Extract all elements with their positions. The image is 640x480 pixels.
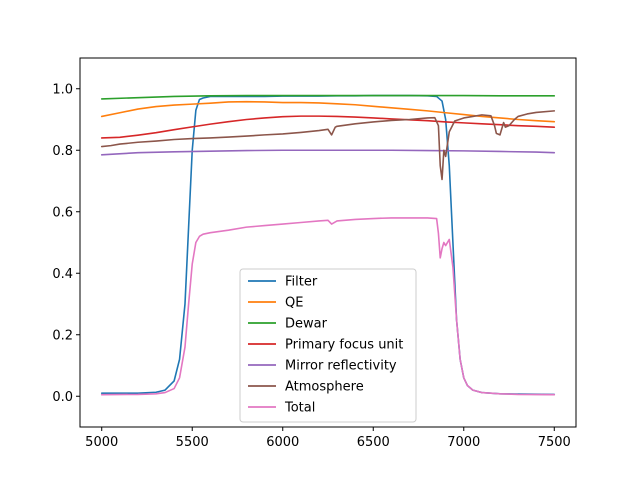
y-tick-label: 1.0 [52, 82, 73, 97]
y-axis: 0.0 0.2 0.4 0.6 0.8 1.0 [52, 82, 80, 405]
legend-box [239, 268, 417, 423]
legend-label-total: Total [284, 401, 315, 416]
series-line-dewar [100, 94, 556, 100]
x-tick-label: 5000 [85, 435, 118, 450]
x-tick-label: 6000 [266, 435, 299, 450]
legend-label-dewar: Dewar [285, 317, 328, 332]
legend-label-primary-focus-unit: Primary focus unit [285, 338, 403, 353]
x-tick-label: 5500 [176, 435, 209, 450]
legend: Filter QE Dewar Primary focus unit Mirror re… [239, 268, 417, 423]
legend-label-atmosphere: Atmosphere [285, 380, 364, 395]
legend-label-filter: Filter [285, 275, 318, 290]
series-line-primary-focus-unit [100, 115, 556, 139]
plot-frame [79, 57, 577, 428]
y-tick-label: 0.4 [52, 267, 73, 282]
series-line-total [100, 217, 556, 396]
y-tick-label: 0.6 [52, 205, 73, 220]
x-tick-label: 7000 [447, 435, 480, 450]
legend-label-mirror-reflectivity: Mirror reflectivity [285, 359, 397, 374]
x-axis: 5000 5500 6000 6500 7000 7500 [85, 427, 571, 450]
x-tick-label: 7500 [538, 435, 571, 450]
series-line-mirror-reflectivity [100, 149, 556, 156]
legend-label-qe: QE [285, 296, 303, 311]
series-layer [100, 94, 556, 396]
x-tick-label: 6500 [357, 435, 390, 450]
y-tick-label: 0.2 [52, 328, 73, 343]
y-tick-label: 0.0 [52, 390, 73, 405]
y-tick-label: 0.8 [52, 144, 73, 159]
series-line-atmosphere [100, 110, 556, 181]
